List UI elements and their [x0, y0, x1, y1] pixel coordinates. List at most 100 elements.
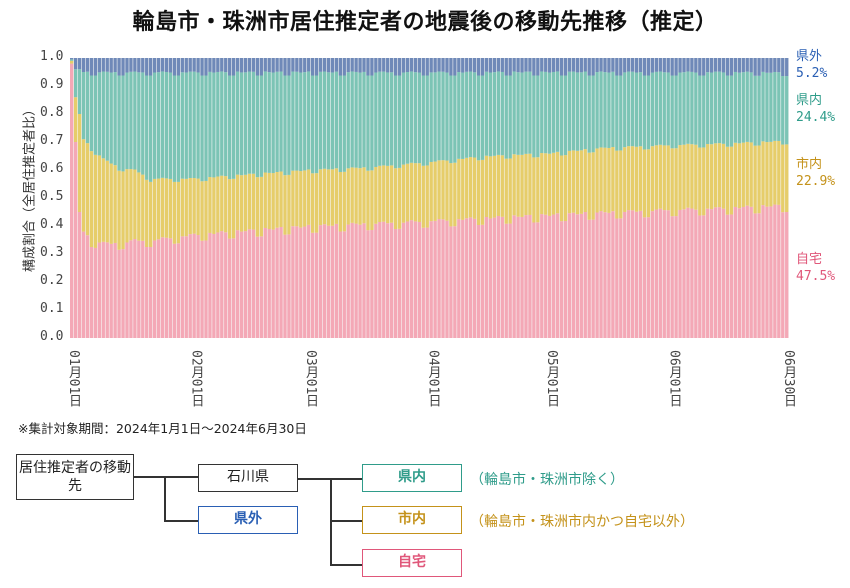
bar-city-in — [634, 146, 639, 212]
bar-pref-out — [235, 58, 240, 72]
bar-pref-out — [212, 58, 216, 73]
bar-pref-in — [627, 71, 631, 147]
bar-self-home — [654, 209, 659, 338]
end-label-pref-in-name: 県内 — [796, 93, 823, 108]
bar-city-in — [224, 176, 228, 233]
bar-pref-out — [599, 58, 603, 72]
bar-pref-in — [678, 72, 682, 146]
diagram-jitaku-label: 自宅 — [398, 554, 426, 570]
end-label-pref-out: 県外 5.2% — [796, 48, 827, 82]
bar-pref-out — [500, 58, 504, 72]
bar-self-home — [310, 232, 315, 338]
bar-city-in — [196, 178, 200, 236]
bar-self-home — [362, 223, 366, 338]
bar-pref-out — [694, 58, 698, 73]
bar-city-in — [164, 178, 169, 238]
bar-self-home — [709, 209, 714, 338]
bar-pref-out — [287, 58, 291, 76]
bar-self-home — [575, 214, 580, 338]
connector — [330, 478, 362, 480]
bar-city-in — [765, 142, 769, 207]
bar-self-home — [350, 222, 354, 338]
bar-pref-in — [745, 71, 749, 142]
bar-pref-out — [721, 58, 726, 73]
bar-pref-out — [465, 58, 469, 72]
bar-self-home — [615, 218, 619, 338]
bar-pref-out — [591, 58, 595, 76]
bar-pref-in — [184, 72, 188, 179]
bar-self-home — [611, 211, 615, 338]
bar-pref-out — [137, 58, 141, 73]
bar-self-home — [93, 247, 98, 338]
bar-pref-out — [121, 58, 125, 76]
bar-pref-in — [358, 72, 362, 169]
bar-pref-in — [709, 72, 714, 145]
bar-pref-out — [457, 58, 461, 73]
diagram-ishikawa-label: 石川県 — [227, 469, 269, 485]
bar-self-home — [212, 233, 216, 338]
bar-city-in — [307, 169, 311, 225]
bar-pref-in — [235, 71, 240, 175]
bar-city-in — [555, 151, 560, 214]
bar-pref-out — [769, 58, 773, 73]
bar-pref-out — [575, 58, 580, 73]
bar-self-home — [303, 226, 307, 338]
x-tick-label: 05月01日 — [543, 350, 559, 408]
bar-pref-out — [662, 58, 666, 73]
bar-pref-in — [330, 72, 335, 170]
bar-city-in — [433, 161, 437, 221]
bar-pref-out — [263, 58, 267, 72]
bar-pref-out — [358, 58, 362, 73]
bar-city-in — [188, 178, 192, 235]
bar-city-in — [397, 167, 402, 229]
bar-city-in — [81, 139, 86, 232]
x-tick-label: 02月01日 — [188, 350, 204, 408]
bar-city-in — [121, 171, 125, 250]
bar-pref-out — [330, 58, 335, 73]
bar-city-in — [445, 160, 449, 221]
bar-self-home — [192, 233, 196, 338]
bar-city-in — [429, 161, 433, 222]
bar-self-home — [70, 63, 74, 338]
bar-city-in — [160, 177, 165, 238]
bar-pref-out — [749, 58, 753, 73]
bar-self-home — [101, 241, 105, 338]
bar-city-in — [437, 160, 441, 220]
bar-city-in — [761, 141, 765, 206]
bar-city-in — [89, 151, 94, 247]
bar-pref-out — [678, 58, 682, 73]
bar-self-home — [496, 215, 501, 338]
bar-pref-in — [686, 71, 690, 144]
bar-city-in — [374, 166, 378, 224]
bar-pref-out — [145, 58, 149, 76]
bar-pref-out — [259, 58, 263, 76]
bar-pref-out — [757, 58, 761, 76]
bar-city-in — [591, 152, 595, 220]
bar-pref-in — [133, 71, 137, 170]
bar-pref-out — [453, 58, 457, 76]
bar-pref-in — [310, 75, 315, 174]
bar-pref-out — [496, 58, 501, 72]
bar-city-in — [516, 154, 520, 217]
bar-city-in — [603, 147, 607, 213]
bar-city-in — [496, 154, 501, 216]
bar-self-home — [255, 236, 260, 338]
bar-pref-in — [571, 71, 576, 151]
diagram-kennai-desc: （輪島市・珠洲市除く） — [470, 472, 624, 488]
bar-pref-in — [579, 72, 583, 151]
bar-pref-out — [634, 58, 639, 73]
bar-city-in — [366, 170, 370, 231]
bar-pref-out — [188, 58, 192, 72]
bar-pref-out — [243, 58, 248, 73]
bar-self-home — [449, 226, 453, 338]
bar-self-home — [686, 207, 690, 338]
bar-self-home — [516, 216, 520, 338]
bar-self-home — [777, 204, 781, 338]
bar-pref-out — [77, 58, 82, 70]
bar-pref-in — [773, 71, 777, 141]
bar-pref-out — [745, 58, 749, 72]
bar-city-in — [417, 163, 421, 222]
bar-pref-out — [433, 58, 437, 73]
bar-city-in — [425, 165, 429, 228]
bar-city-in — [346, 168, 350, 225]
